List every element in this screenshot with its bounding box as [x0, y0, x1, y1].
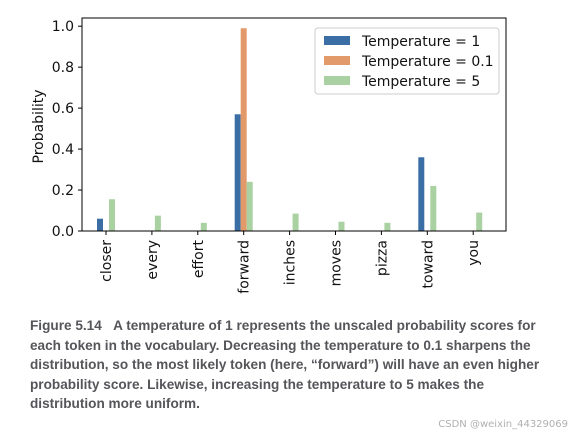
y-tick-label-0.0: 0.0: [52, 224, 74, 240]
bar-series3-closer: [109, 199, 115, 231]
bar-series3-forward: [246, 181, 253, 231]
bar-series2-forward: [240, 28, 247, 231]
bar-series3-inches: [292, 213, 299, 231]
y-tick-label-0.4: 0.4: [52, 142, 74, 158]
plot-frame: [81, 17, 507, 232]
bar-series3-every: [154, 215, 161, 231]
bar-series3-effort: [200, 222, 207, 231]
legend-label-3: Temperature = 5: [361, 74, 480, 90]
x-tick-label-closer: closer: [99, 240, 115, 282]
x-tick-label-forward: forward: [237, 240, 253, 294]
bar-series3-you: [476, 212, 483, 231]
figure-label: Figure 5.14: [30, 318, 102, 333]
legend-swatch-1: [324, 36, 350, 45]
bar-series3-toward: [430, 185, 437, 231]
x-tick-label-moves: moves: [329, 240, 345, 286]
bar-series1-forward: [234, 114, 241, 231]
legend-label-1: Temperature = 1: [361, 34, 480, 50]
figure-caption-text: A temperature of 1 represents the unscal…: [30, 318, 540, 411]
legend-swatch-3: [324, 76, 350, 85]
legend-swatch-2: [324, 56, 350, 65]
x-tick-label-every: every: [145, 240, 161, 280]
x-tick-label-effort: effort: [191, 239, 207, 278]
figure-caption: Figure 5.14 A temperature of 1 represent…: [30, 316, 550, 414]
y-tick-label-0.6: 0.6: [52, 101, 74, 117]
y-tick-label-0.2: 0.2: [52, 183, 74, 199]
bar-series3-moves: [338, 221, 345, 231]
bar-series1-toward: [418, 157, 425, 231]
y-tick-label-1.0: 1.0: [52, 19, 74, 35]
y-tick-label-0.8: 0.8: [52, 60, 74, 76]
watermark: CSDN @weixin_44329069: [438, 419, 568, 430]
temperature-bar-chart: 0.0 0.2 0.4 0.6 0.8 1.0 Probability closer every…: [31, 17, 507, 294]
y-axis-label: Probability: [31, 89, 47, 163]
x-tick-label-toward: toward: [420, 240, 436, 288]
x-tick-label-pizza: pizza: [374, 240, 390, 276]
bar-series3-pizza: [384, 222, 391, 231]
bar-series1-closer: [97, 218, 103, 231]
x-tick-label-inches: inches: [283, 240, 299, 285]
legend-label-2: Temperature = 0.1: [361, 54, 494, 70]
legend-box: [314, 27, 500, 95]
x-tick-label-you: you: [466, 240, 482, 266]
